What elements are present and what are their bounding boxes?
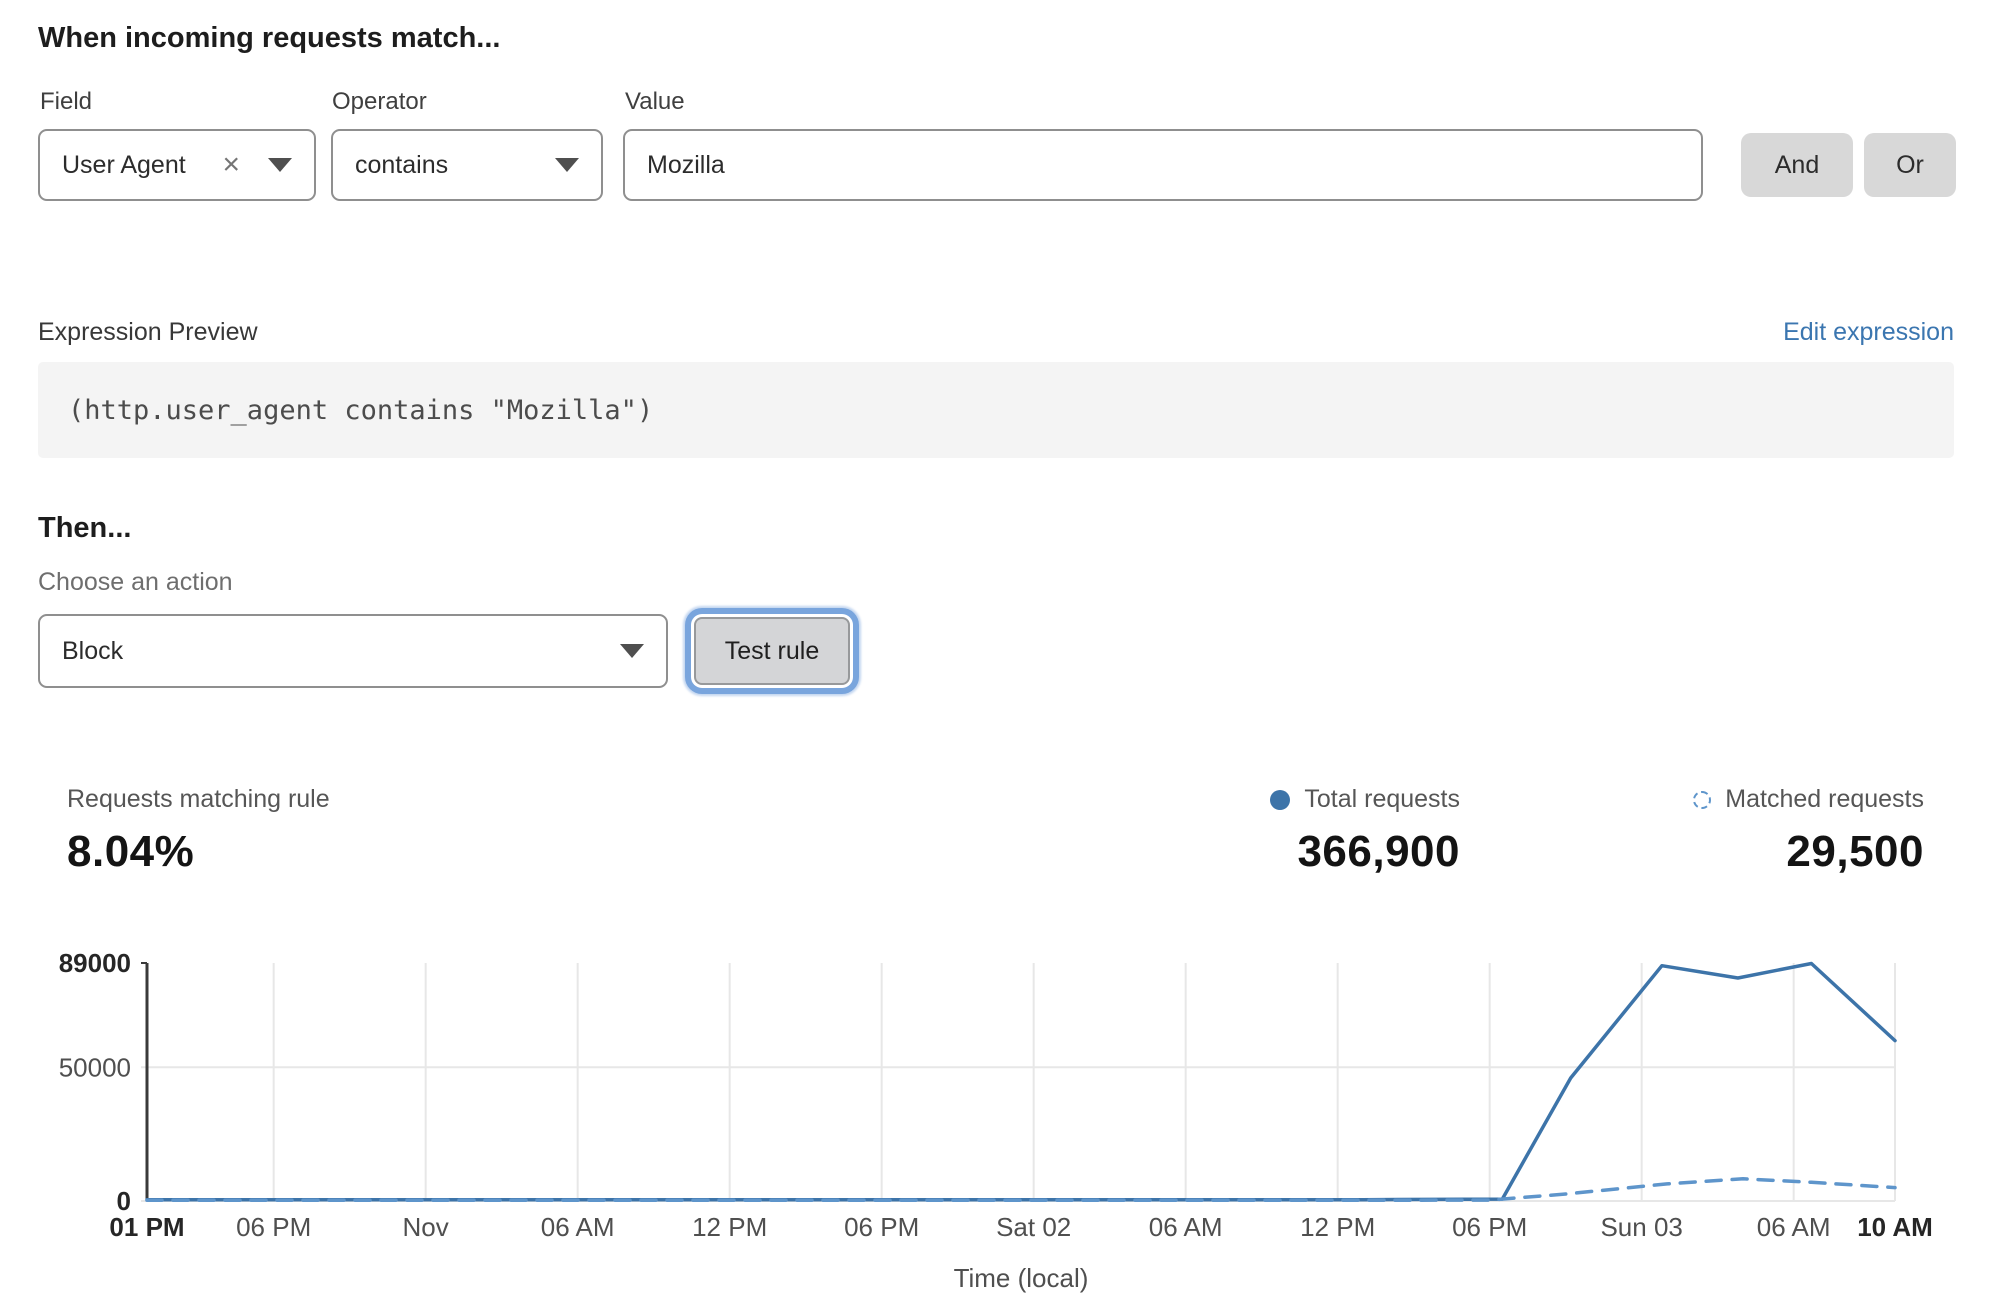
expression-code-block: (http.user_agent contains "Mozilla") (38, 362, 1954, 458)
requests-matching-label: Requests matching rule (67, 785, 330, 813)
field-select-value: User Agent (62, 150, 186, 179)
x-tick-label: 06 AM (541, 1212, 615, 1242)
chevron-down-icon (620, 644, 644, 658)
then-title: Then... (38, 512, 132, 544)
y-tick-label: 50000 (59, 1052, 131, 1082)
x-tick-label: Sun 03 (1600, 1212, 1682, 1242)
matched-requests-line (145, 1177, 1897, 1203)
choose-action-label: Choose an action (38, 568, 233, 596)
operator-select-value: contains (355, 150, 449, 179)
solid-dot-icon (1270, 789, 1291, 810)
operator-select[interactable]: contains (331, 129, 603, 201)
x-tick-label: 06 AM (1149, 1212, 1223, 1242)
action-select[interactable]: Block (38, 614, 668, 688)
expression-code: (http.user_agent contains "Mozilla") (68, 394, 654, 426)
y-tick-label: 0 (117, 1186, 131, 1216)
matched-requests-label: Matched requests (1725, 785, 1924, 813)
value-label: Value (625, 88, 685, 115)
x-tick-label: 06 AM (1757, 1212, 1831, 1242)
x-tick-label: 10 AM (1857, 1212, 1933, 1242)
chevron-down-icon (268, 158, 292, 172)
total-requests-line (145, 961, 1897, 1202)
x-tick-label: 12 PM (692, 1212, 767, 1242)
matched-requests-value: 29,500 (1786, 827, 1924, 876)
y-tick-label: 89000 (59, 948, 131, 978)
field-select[interactable]: User Agent × (38, 129, 316, 201)
legend-matched-requests: Matched requests (1693, 785, 1924, 814)
action-select-value: Block (62, 636, 124, 665)
test-rule-button[interactable]: Test rule (694, 617, 850, 685)
page-title: When incoming requests match... (38, 22, 501, 54)
edit-expression-link[interactable]: Edit expression (1783, 318, 1954, 346)
value-input[interactable] (623, 129, 1703, 201)
x-tick-label: Nov (403, 1212, 449, 1242)
field-label: Field (40, 88, 93, 115)
x-tick-label: 12 PM (1300, 1212, 1375, 1242)
clear-icon[interactable]: × (222, 148, 240, 181)
legend-total-requests: Total requests (1270, 785, 1460, 814)
dashed-circle-icon (1693, 790, 1712, 809)
or-button[interactable]: Or (1864, 133, 1956, 197)
x-tick-label: 06 PM (844, 1212, 919, 1242)
x-tick-label: 06 PM (1452, 1212, 1527, 1242)
x-tick-label: Sat 02 (996, 1212, 1071, 1242)
x-tick-label: 01 PM (109, 1212, 184, 1242)
total-requests-label: Total requests (1304, 785, 1460, 813)
expression-preview-label: Expression Preview (38, 318, 258, 346)
x-axis-title: Time (local) (954, 1263, 1089, 1293)
requests-line-chart: 0 50000 89000 01 PM 06 PM Nov 06 AM 12 PM 06 PM S… (59, 948, 1933, 1293)
x-tick-label: 06 PM (236, 1212, 311, 1242)
total-requests-value: 366,900 (1297, 827, 1460, 876)
requests-matching-value: 8.04% (67, 827, 195, 876)
and-button[interactable]: And (1741, 133, 1853, 197)
operator-label: Operator (332, 88, 427, 115)
chevron-down-icon (555, 158, 579, 172)
